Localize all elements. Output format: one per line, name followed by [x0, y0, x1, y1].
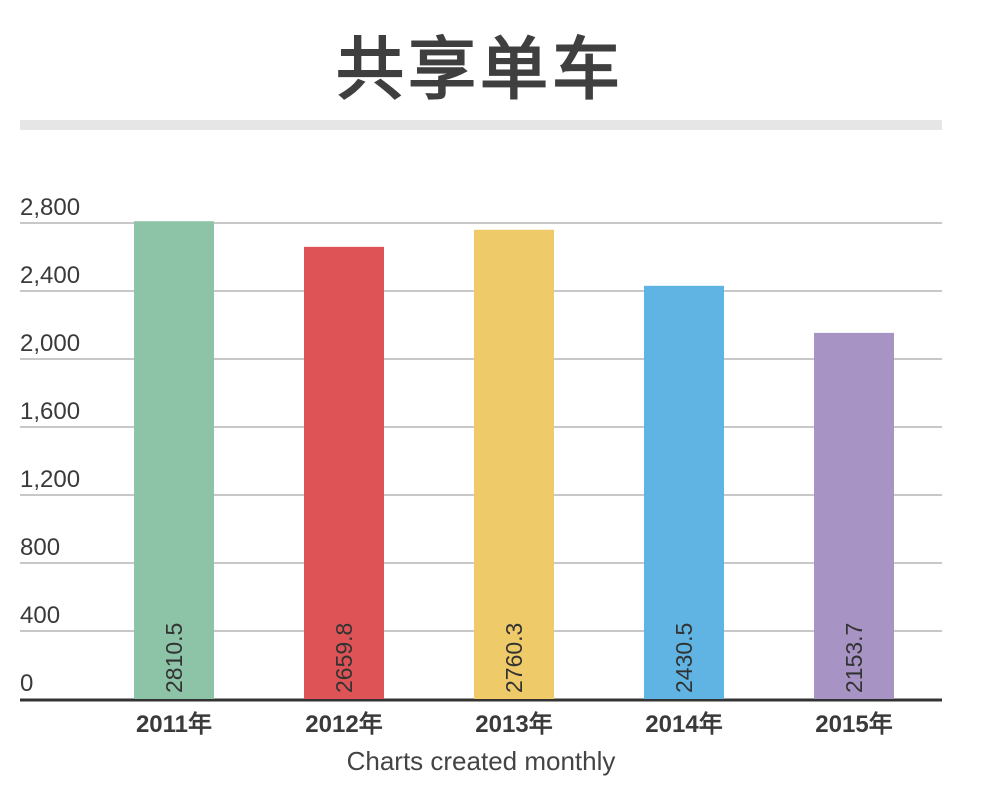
- value-label-0: 2810.5: [161, 623, 187, 693]
- value-label-3: 2430.5: [671, 623, 697, 693]
- x-tick-label-1: 2012年: [305, 710, 382, 738]
- y-tick-label-0: 0: [20, 670, 33, 697]
- value-label-2: 2760.3: [501, 623, 527, 693]
- value-label-4: 2153.7: [841, 623, 867, 693]
- y-tick-label-2800: 2,800: [20, 194, 80, 221]
- y-tick-label-1600: 1,600: [20, 398, 80, 425]
- y-tick-label-1200: 1,200: [20, 466, 80, 493]
- y-tick-label-2000: 2,000: [20, 330, 80, 357]
- y-tick-label-400: 400: [20, 602, 60, 629]
- x-tick-label-4: 2015年: [815, 710, 892, 738]
- y-tick-label-2400: 2,400: [20, 262, 80, 289]
- x-tick-label-0: 2011年: [136, 710, 212, 738]
- y-tick-label-800: 800: [20, 534, 60, 561]
- x-tick-label-2: 2013年: [475, 710, 552, 738]
- value-label-1: 2659.8: [331, 623, 357, 693]
- x-axis-caption: Charts created monthly: [0, 746, 962, 777]
- x-tick-label-3: 2014年: [645, 710, 722, 738]
